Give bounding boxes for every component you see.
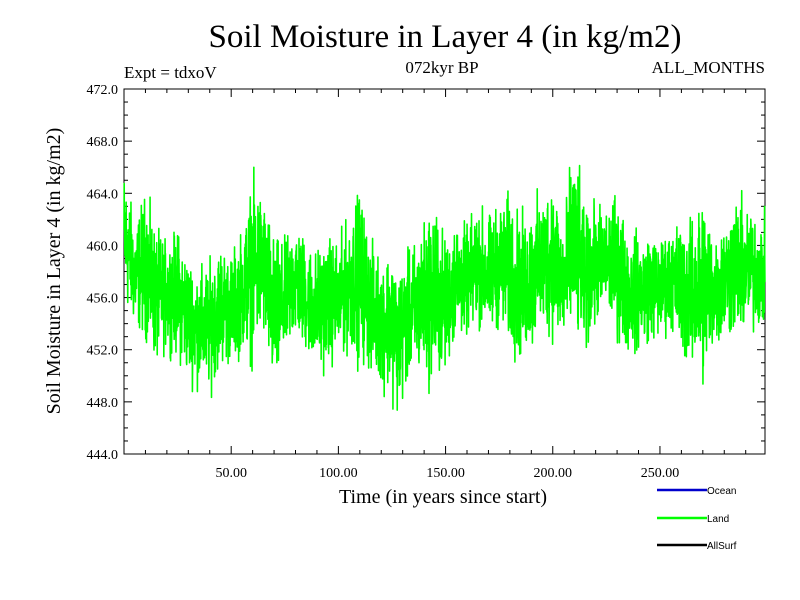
- legend-label-ocean: Ocean: [707, 486, 736, 497]
- y-axis-label: Soil Moisture in Layer 4 (in kg/m2): [43, 128, 65, 415]
- y-axis: 444.0 448.0 452.0 456.0 460.0 464.0 468.0 472.0: [87, 83, 765, 463]
- x-tick-label: 50.00: [215, 466, 247, 481]
- series-layer: [123, 164, 766, 411]
- y-tick-label: 464.0: [87, 187, 119, 202]
- y-tick-label: 456.0: [87, 292, 119, 307]
- period-subtitle: 072kyr BP: [405, 58, 478, 77]
- legend-label-allsurf: AllSurf: [707, 541, 737, 552]
- chart-title: Soil Moisture in Layer 4 (in kg/m2): [209, 19, 682, 55]
- series-line-land: [123, 164, 766, 411]
- experiment-label: Expt = tdxoV: [124, 63, 217, 82]
- x-tick-label: 150.00: [426, 466, 465, 481]
- y-tick-label: 460.0: [87, 239, 119, 254]
- legend: Ocean Land AllSurf: [657, 486, 737, 552]
- x-tick-label: 250.00: [641, 466, 680, 481]
- y-tick-label: 472.0: [87, 83, 119, 98]
- months-label: ALL_MONTHS: [652, 58, 765, 77]
- y-tick-label: 468.0: [87, 135, 119, 150]
- y-tick-label: 444.0: [87, 448, 119, 463]
- y-tick-label: 448.0: [87, 396, 119, 411]
- x-tick-label: 200.00: [534, 466, 573, 481]
- x-axis: 50.00 100.00 150.00 200.00 250.00: [144, 89, 747, 481]
- legend-label-land: Land: [707, 514, 729, 525]
- x-tick-label: 100.00: [319, 466, 358, 481]
- y-tick-label: 452.0: [87, 344, 119, 359]
- x-axis-label: Time (in years since start): [339, 486, 547, 508]
